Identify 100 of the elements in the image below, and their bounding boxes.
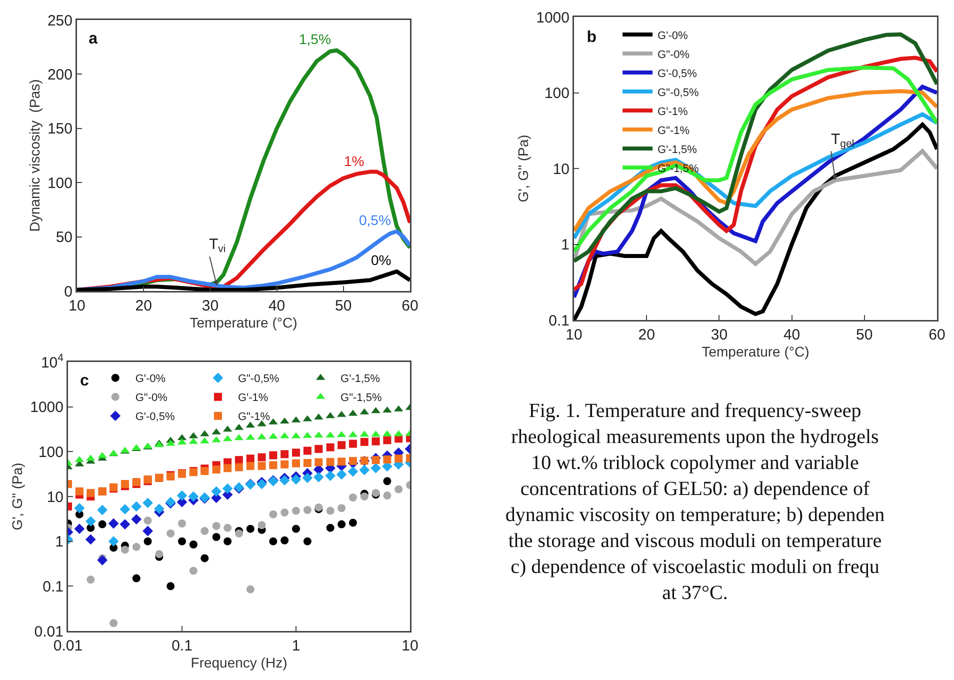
point (280, 450, 289, 458)
point (166, 529, 175, 538)
y-axis-title: G', G" (Pa) (514, 134, 531, 202)
point (144, 516, 152, 525)
point (360, 492, 368, 500)
point (74, 524, 85, 534)
point (142, 498, 153, 508)
point (200, 467, 209, 476)
point (120, 519, 130, 530)
y-tick-label: 100 (38, 444, 64, 461)
x-tick-label: 50 (856, 326, 873, 344)
point (120, 504, 130, 514)
legend-label: G'-0,5% (135, 411, 175, 424)
point (348, 466, 358, 477)
point (131, 501, 142, 512)
point (234, 529, 243, 538)
y-tick-label: 150 (47, 120, 72, 138)
legend-label: G'-0,5% (658, 68, 698, 80)
x-axis-title: Temperature (°C) (702, 344, 810, 360)
point (303, 537, 312, 546)
x-tick-label: 0.1 (172, 638, 192, 654)
line-series (77, 269, 410, 291)
series-label: 0,5% (359, 212, 391, 228)
y-axis-title: Dynamic viscosity (Pas) (26, 79, 42, 232)
point (131, 514, 142, 524)
y-tick-label: 0.01 (34, 623, 64, 640)
point (86, 488, 95, 497)
x-tick-label: 60 (928, 326, 946, 344)
point (302, 472, 313, 484)
point (108, 518, 119, 529)
point (359, 464, 370, 476)
point (222, 483, 233, 494)
point (383, 477, 392, 486)
y-axis-title: G', G" (Pa) (8, 462, 25, 530)
legend-label: G"-1,5% (340, 392, 382, 404)
point (75, 487, 84, 496)
point (224, 464, 232, 472)
point (338, 458, 346, 466)
legend-label: G'-0% (658, 30, 688, 42)
point (211, 486, 222, 497)
y-tick-label: 1 (561, 236, 570, 254)
point (97, 554, 108, 566)
caption: Fig. 1. Temperature and frequency-sweep rheological measurements upon the hydrogels 10 wt.% triblock copolymer and variable concentrations of GEL50: a) dependence of dynamic viscosity on temperature; b) dependen the storage and viscous moduli on temperature c) dependence of viscoelastic moduli on frequ at 37°C. (504, 399, 886, 606)
point (348, 518, 357, 527)
x-tick-label: 50 (335, 298, 352, 314)
line-series (574, 32, 937, 264)
point (224, 537, 232, 546)
y-tick-label: 1000 (30, 399, 64, 416)
series-label: 1% (344, 153, 364, 169)
point (383, 455, 392, 464)
point (189, 566, 198, 575)
y-tick-label: 200 (47, 66, 72, 84)
point (246, 462, 254, 470)
y-tick-label: 10 (552, 160, 570, 178)
point (132, 574, 140, 582)
point (280, 536, 289, 544)
point (224, 524, 232, 532)
annotation: T$_{gel}$ (831, 131, 854, 150)
x-axis-title: Temperature (°C) (190, 314, 298, 331)
series-label: 1,5% (299, 31, 331, 47)
point (246, 524, 254, 533)
y-tick-label: 1000 (536, 9, 570, 26)
point (86, 576, 95, 584)
point (326, 524, 334, 532)
text: b (586, 28, 597, 46)
y-tick-label: 10 (46, 488, 64, 506)
point (314, 444, 323, 453)
point (348, 440, 357, 448)
legend-label: G'-1,5% (658, 144, 698, 156)
point (326, 443, 334, 452)
x-tick-label: 40 (783, 326, 800, 344)
point (303, 458, 312, 467)
point (176, 490, 188, 501)
point (325, 470, 336, 481)
point (85, 516, 96, 526)
point (144, 537, 152, 546)
point (212, 466, 220, 474)
point (269, 537, 278, 546)
point (166, 582, 175, 590)
point (154, 504, 164, 514)
point (372, 437, 380, 446)
annotation: T$_{vi}$ (209, 236, 226, 256)
point (234, 463, 243, 472)
point (108, 536, 119, 547)
point (290, 474, 302, 485)
x-tick-label: 30 (710, 326, 728, 344)
x-tick-label: 10 (566, 326, 582, 344)
y-tick-label: 50 (56, 229, 72, 246)
x-tick-label: 20 (135, 298, 152, 314)
line-series (574, 122, 937, 320)
point (394, 485, 403, 494)
y-tick-label: 250 (47, 12, 72, 30)
point (98, 520, 106, 528)
point (313, 472, 324, 482)
y-tick-label: 100 (47, 174, 72, 192)
point (292, 448, 300, 457)
point (246, 585, 254, 594)
text: a (88, 30, 98, 48)
point (360, 438, 368, 446)
point (97, 504, 108, 516)
